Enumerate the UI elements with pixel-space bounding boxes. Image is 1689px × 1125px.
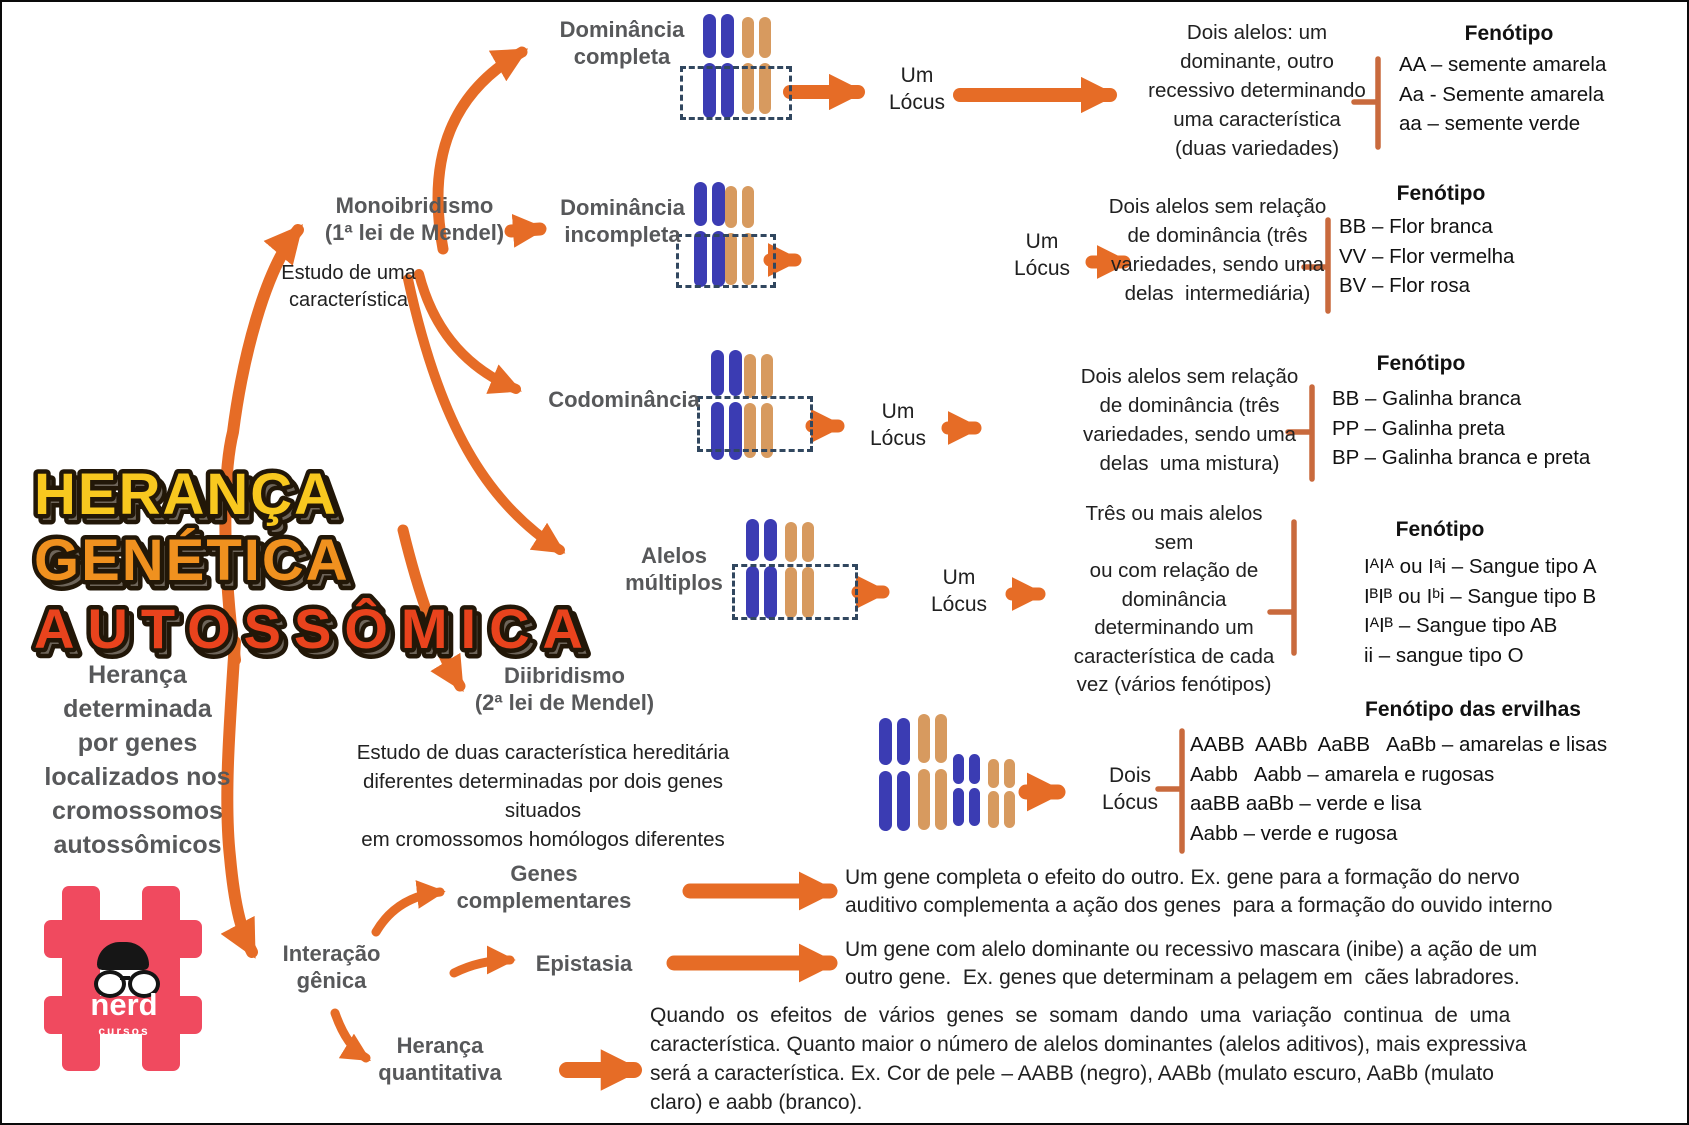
- node-epistasia: Epistasia: [535, 951, 633, 976]
- logo-sub: cursos: [98, 1024, 150, 1038]
- arrow-interaction-to-quantitative: [330, 1008, 371, 1063]
- row4-description: Três ou mais alelos sem ou com relação d…: [1073, 502, 1275, 696]
- title-line-autossomica: AUTOSSÔMICA: [34, 597, 596, 660]
- chromosome-pair-blue-large: [879, 718, 910, 831]
- monoibridismo-note: Estudo de uma característica: [281, 262, 416, 311]
- chromosome-pair-orange: [785, 522, 814, 618]
- chromosome-pair-orange-large: [918, 714, 947, 830]
- page-title: HERANÇA GENÉTICA AUTOSSÔMICA HERANÇA GEN…: [30, 458, 601, 671]
- bracket-row4: [1267, 519, 1297, 656]
- title-caption: Herança determinada por genes localizado…: [44, 661, 231, 859]
- arrow-interaction-to-complementary: [371, 880, 446, 937]
- arrow-mono-to-multiple-alleles: [403, 274, 566, 555]
- phenotype-brackets: [1155, 56, 1381, 854]
- row4-phenotype-list: IᴬIᴬ ou Iᵃi – Sangue tipo A IᴮIᴮ ou Iᵇi …: [1364, 555, 1597, 667]
- arrow-interaction-to-epistasis: [449, 945, 516, 978]
- node-dominancia-completa: Dominância completa: [559, 17, 685, 69]
- row3-phenotype-list: BB – Galinha branca PP – Galinha preta B…: [1332, 387, 1591, 469]
- node-monoibridismo: Monoibridismo (1ª lei de Mendel): [324, 193, 505, 245]
- bracket-row3: [1285, 384, 1315, 482]
- node-genes-complementares: Genes complementares: [456, 861, 632, 913]
- chromosome-pair-blue: [694, 182, 725, 287]
- arrow-mono-to-complete-dominance: [432, 46, 529, 255]
- locus-box-row1: [680, 66, 792, 120]
- dihyb-locus-label: Dois Lócus: [1101, 764, 1159, 814]
- row4-locus-label: Um Lócus: [930, 566, 988, 616]
- title-line-genetica: GENÉTICA: [34, 528, 350, 593]
- row1-phenotype-list: AA – semente amarela Aa - Semente amarel…: [1399, 53, 1607, 135]
- row2-locus-label: Um Lócus: [1013, 230, 1071, 280]
- node-interacao-genica: Interação gênica: [282, 941, 381, 993]
- row2-phenotype-title: Fenótipo: [1396, 182, 1486, 205]
- node-heranca-quantitativa: Herança quantitativa: [378, 1033, 502, 1085]
- svg-text:GENÉTICA: GENÉTICA: [39, 534, 355, 599]
- bracket-row1: [1351, 56, 1381, 150]
- arrow-spine-to-monohybridism: [219, 224, 304, 666]
- dihyb-phenotype-title: Fenótipo das ervilhas: [1365, 698, 1581, 721]
- chromosome-pair-blue: [703, 14, 734, 118]
- arrow-mono-to-incomplete-dominance: [504, 214, 547, 248]
- chromosome-pair-blue-small: [953, 754, 980, 826]
- heranca-quantitativa-text: Quando os efeitos de vários genes se som…: [650, 1004, 1527, 1114]
- chromosome-pair-blue: [711, 350, 742, 460]
- locus-box-row3: [697, 396, 813, 452]
- locus-box-row4: [732, 564, 858, 620]
- chromosome-pair-orange: [725, 186, 754, 285]
- chromosome-pair-orange: [742, 17, 771, 114]
- nerd-cursos-logo: nerd cursos: [44, 886, 204, 1076]
- node-alelos-multiplos: Alelos múltiplos: [625, 543, 723, 595]
- logo-name: nerd: [90, 987, 158, 1022]
- bracket-row2: [1301, 217, 1331, 314]
- row3-phenotype-title: Fenótipo: [1376, 352, 1466, 375]
- row4-phenotype-title: Fenótipo: [1395, 518, 1485, 541]
- row3-locus-label: Um Lócus: [869, 400, 927, 450]
- node-diibridismo: Diibridismo (2ª lei de Mendel): [474, 663, 655, 715]
- genes-complementares-text: Um gene completa o efeito do outro. Ex. …: [845, 866, 1553, 917]
- node-dominancia-incompleta: Dominância incompleta: [560, 195, 685, 247]
- arrow-spine-to-dihybridism: [397, 524, 466, 693]
- arrow-spine-to-gene-interaction: [220, 636, 258, 959]
- chromosome-pair-orange: [744, 354, 773, 458]
- chromosome-pair-blue: [746, 519, 777, 619]
- epistasia-text: Um gene com alelo dominante ou recessivo…: [845, 938, 1538, 989]
- glasses-icon: [94, 970, 126, 998]
- hashtag-icon: [62, 886, 100, 1071]
- row2-phenotype-list: BB – Flor branca VV – Flor vermelha BV –…: [1339, 215, 1515, 297]
- svg-text:HERANÇA: HERANÇA: [39, 468, 343, 533]
- chromosome-pair-orange-small: [988, 759, 1015, 828]
- node-codominancia: Codominância: [548, 387, 700, 412]
- row3-description: Dois alelos sem relação de dominância (t…: [1080, 365, 1299, 475]
- svg-text:AUTOSSÔMICA: AUTOSSÔMICA: [39, 603, 601, 666]
- row2-description: Dois alelos sem relação de dominância (t…: [1108, 195, 1327, 305]
- row1-description: Dois alelos: um dominante, outro recessi…: [1148, 21, 1366, 160]
- title-line-heranca: HERANÇA: [34, 462, 338, 527]
- row1-locus-label: Um Lócus: [888, 64, 946, 114]
- arrow-mono-to-codominance: [414, 269, 522, 394]
- bracket-dihybridism: [1155, 728, 1185, 854]
- locus-box-row2: [676, 234, 776, 288]
- diibridismo-description: Estudo de duas característica hereditári…: [356, 741, 730, 851]
- row1-phenotype-title: Fenótipo: [1464, 22, 1554, 45]
- dihyb-phenotype-list: AABB AABb AaBB AaBb – amarelas e lisas A…: [1190, 733, 1608, 845]
- nerd-face-hair-icon: [97, 942, 149, 970]
